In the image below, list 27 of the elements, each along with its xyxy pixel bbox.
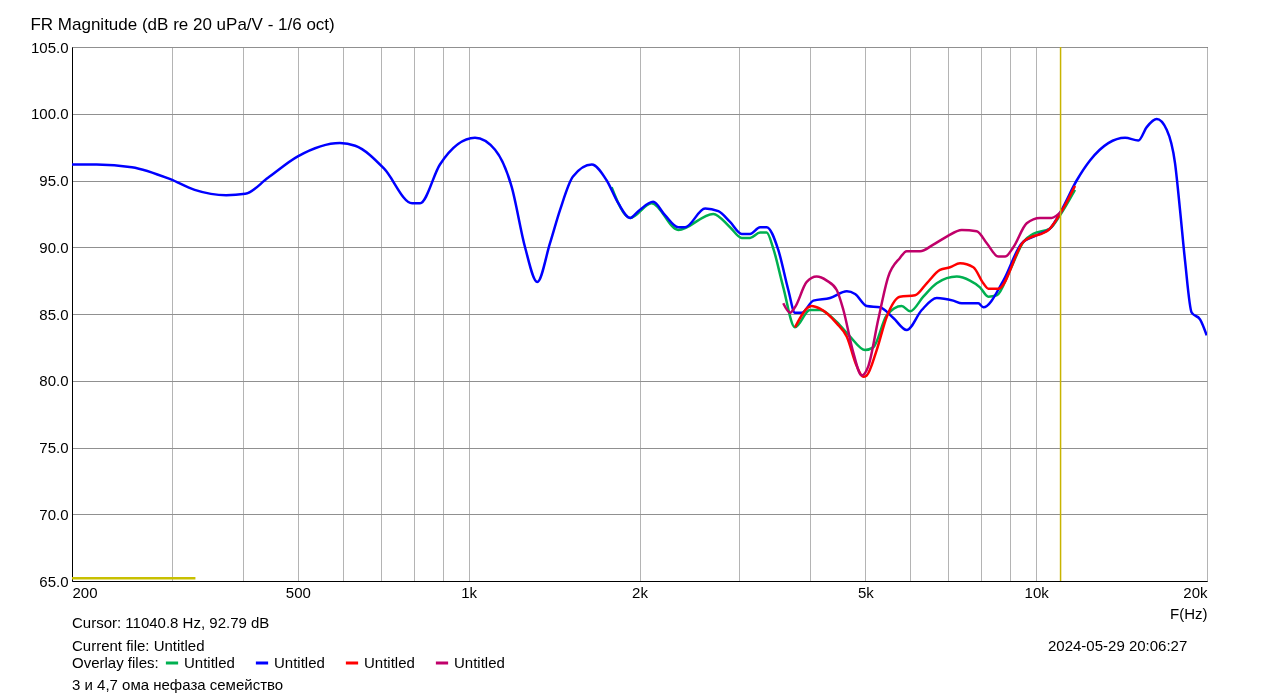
x-tick-label: 200 [72,583,98,601]
legend-label: Untitled [274,654,325,671]
y-tick-label: 95.0 [39,172,69,189]
legend-label: Untitled [454,654,505,671]
legend-label: Untitled [184,654,235,671]
x-tick-label: 1k [461,583,478,601]
x-axis-title: F(Hz) [1170,604,1208,622]
y-tick-label: 90.0 [39,238,69,256]
text: 3 и 4,7 ома нефаза семейство [72,676,284,693]
y-tick-label: 70.0 [39,505,69,523]
legend-label: Untitled [364,654,415,671]
x-tick-label: 2k [632,583,649,601]
text: Cursor: 11040.8 Hz, 92.79 dB [72,614,270,631]
y-tick-label: 80.0 [39,372,69,390]
y-tick-label: 75.0 [39,439,69,456]
y-tick-label: 65.0 [39,572,69,590]
x-tick-label: 10k [1024,583,1050,601]
y-tick-label: 85.0 [39,305,69,323]
x-tick-label: 20k [1183,583,1208,601]
text: 2024-05-29 20:06:27 [1048,637,1188,654]
text: Current file: Untitled [72,637,205,654]
y-tick-label: 100.0 [30,105,69,123]
x-tick-label: 5k [857,583,875,601]
legend-title: Overlay files: [72,654,159,671]
chart-title: FR Magnitude (dB re 20 uPa/V - 1/6 oct) [30,15,335,34]
x-tick-label: 500 [285,583,311,601]
y-tick-label: 105.0 [30,38,69,56]
